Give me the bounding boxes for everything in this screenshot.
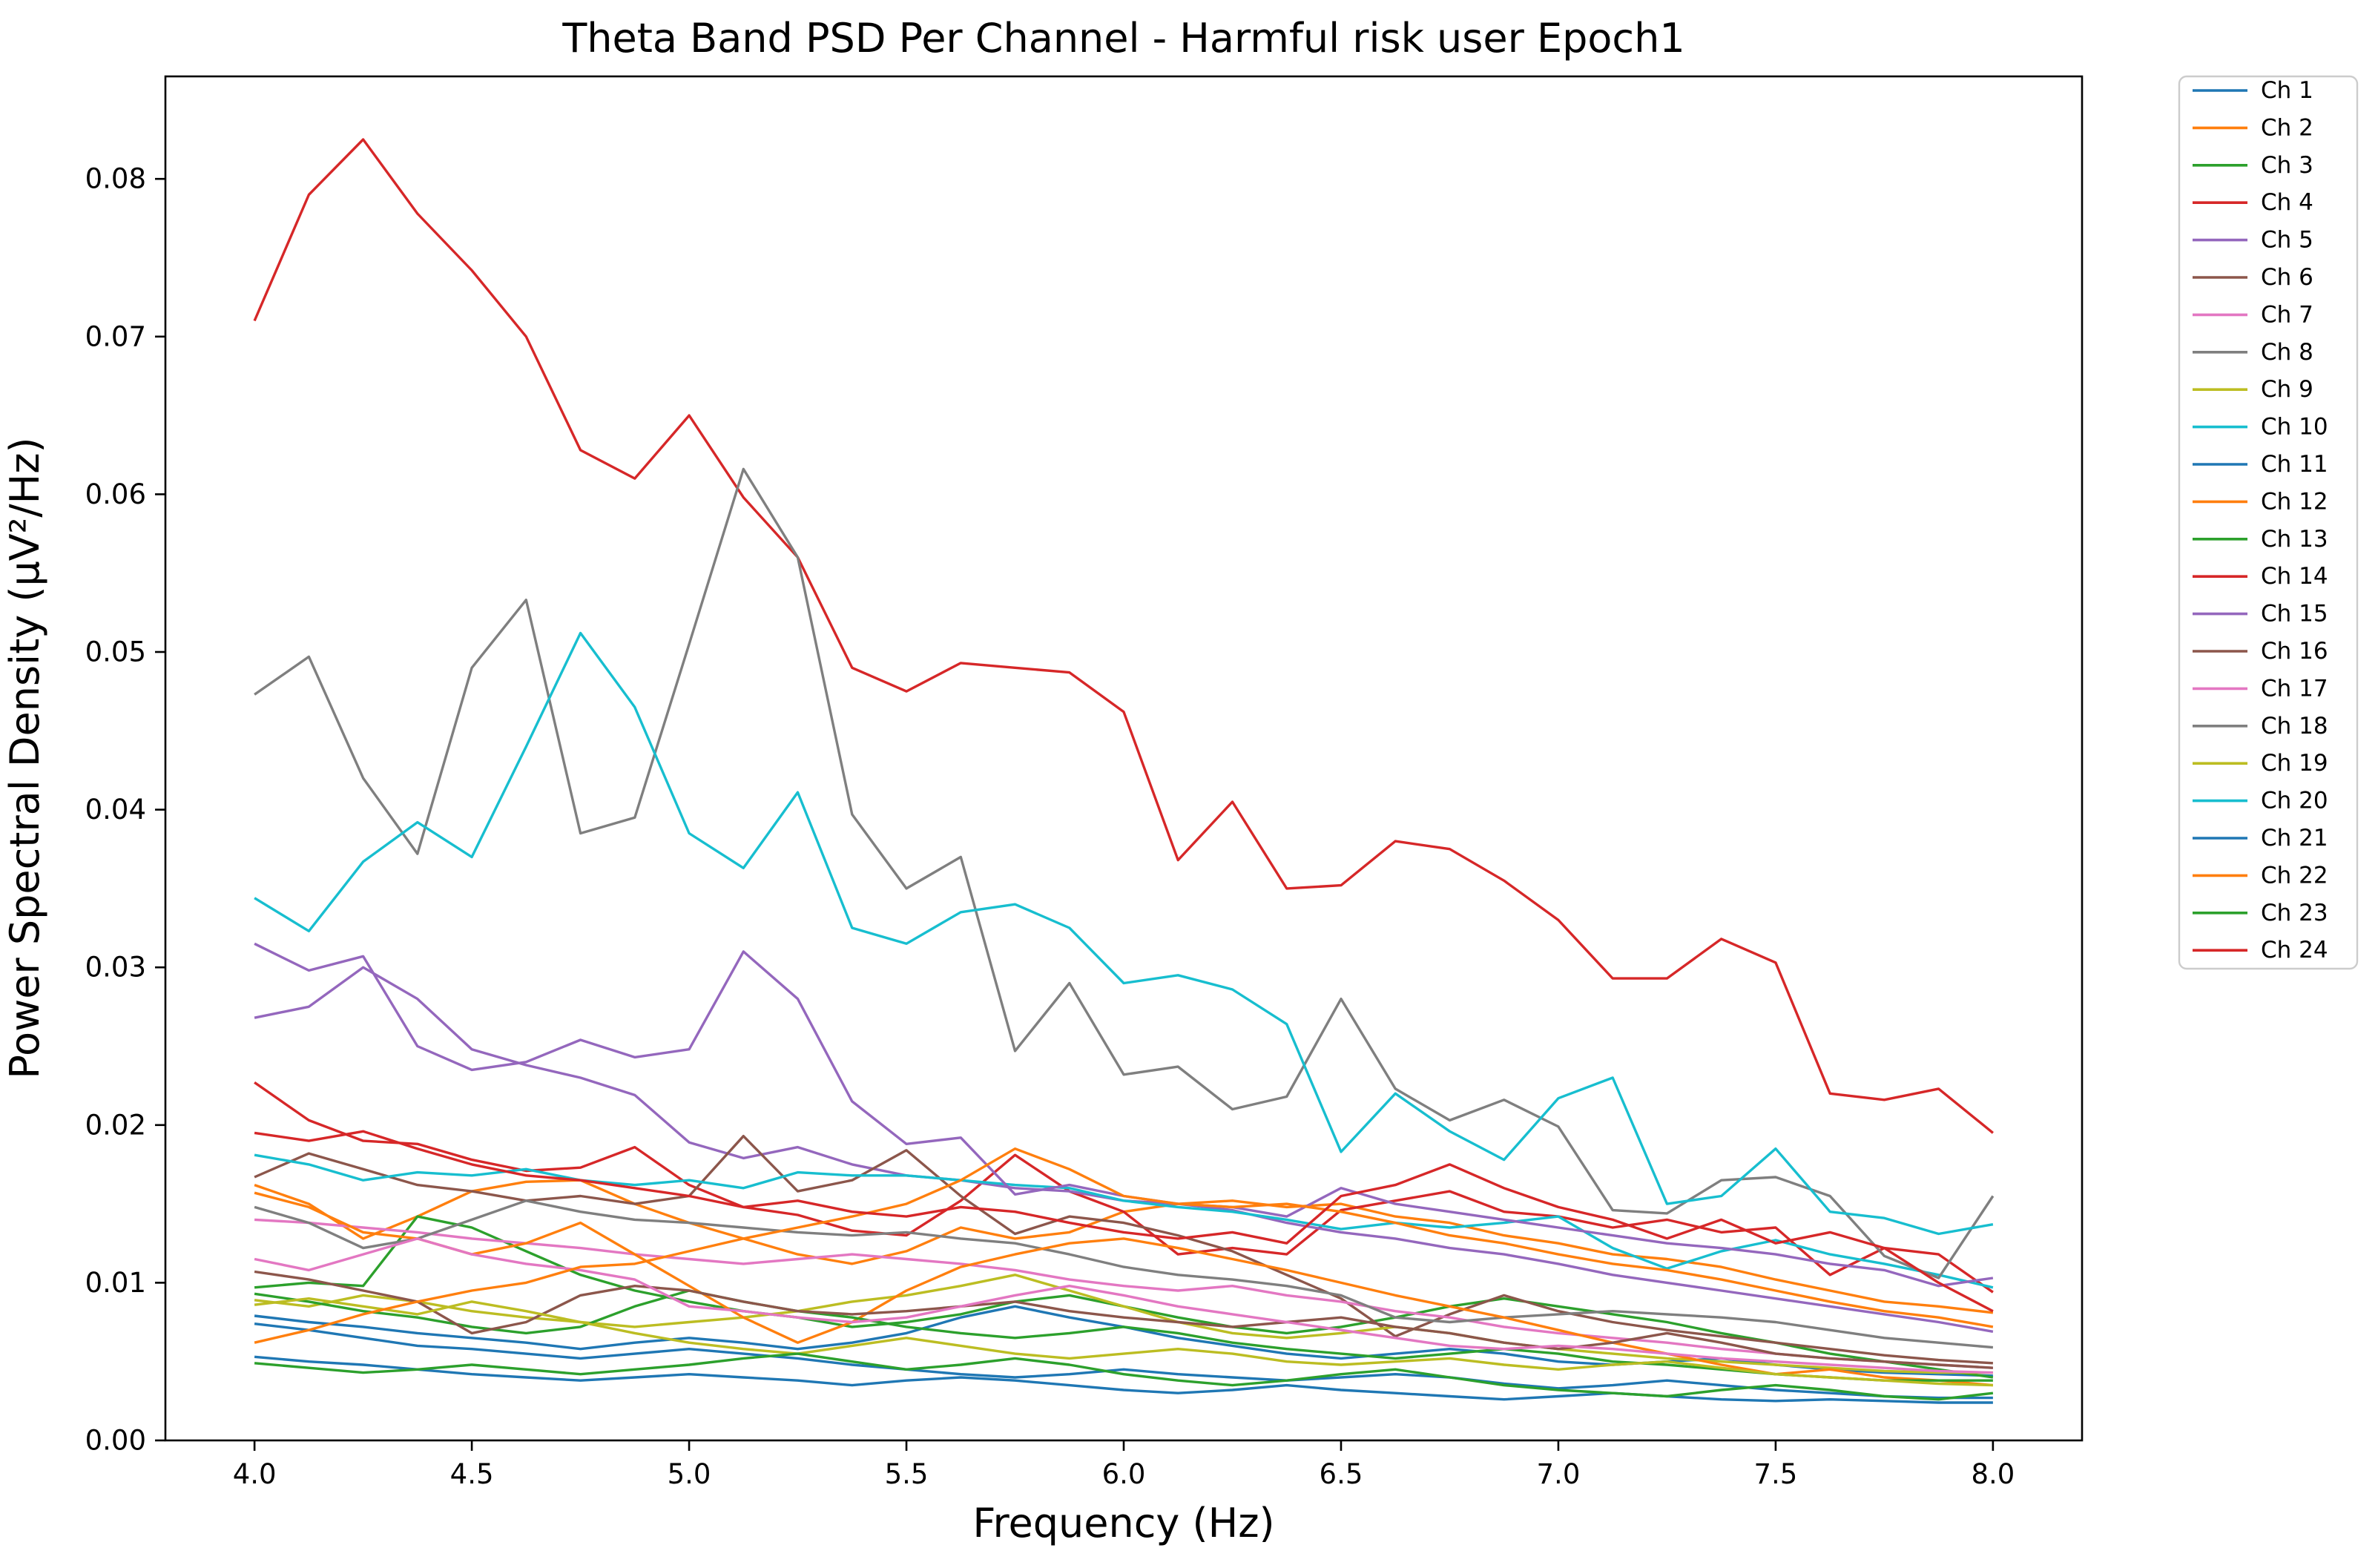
legend-item-ch-10: Ch 10 — [2193, 414, 2328, 441]
legend-item-label: Ch 5 — [2261, 227, 2313, 254]
legend-item-ch-22: Ch 22 — [2193, 862, 2328, 889]
legend-item-ch-20: Ch 20 — [2193, 788, 2328, 814]
chart-title: Theta Band PSD Per Channel - Harmful ris… — [561, 15, 1684, 62]
legend-frame — [2178, 75, 2359, 970]
legend-item-label: Ch 15 — [2261, 601, 2328, 627]
legend-item-ch-24: Ch 24 — [2193, 937, 2328, 963]
legend: Ch 1 Ch 2 Ch 3 Ch 4 Ch 5 Ch 6 Ch 7 Ch 8 Ch 9 Ch 1… — [2178, 75, 2359, 970]
y-tick-label: 0.03 — [85, 952, 146, 984]
series-line-ch-17 — [254, 1237, 1993, 1374]
y-axis-label: Power Spectral Density (µV²/Hz) — [1, 437, 48, 1078]
x-axis-label: Frequency (Hz) — [972, 1500, 1274, 1546]
x-tick-label: 7.5 — [1753, 1458, 1797, 1490]
series-line-ch-11 — [254, 1322, 1993, 1400]
legend-item-label: Ch 24 — [2261, 937, 2328, 963]
legend-item-ch-4: Ch 4 — [2193, 189, 2313, 216]
legend-item-ch-21: Ch 21 — [2193, 825, 2328, 851]
y-tick-label: 0.00 — [85, 1425, 146, 1457]
legend-item-label: Ch 22 — [2261, 862, 2328, 889]
y-tick-label: 0.04 — [85, 794, 146, 826]
series-line-ch-13 — [254, 1289, 1993, 1382]
x-tick-label: 5.5 — [885, 1458, 929, 1490]
legend-item-ch-17: Ch 17 — [2193, 675, 2328, 702]
legend-item-ch-9: Ch 9 — [2193, 376, 2313, 403]
x-axis-ticks: 4.0 4.5 5.0 5.5 6.0 6.5 7.0 7.5 8.0 — [233, 1440, 2015, 1490]
legend-item-label: Ch 4 — [2261, 189, 2313, 216]
legend-item-label: Ch 19 — [2261, 750, 2328, 777]
legend-item-ch-13: Ch 13 — [2193, 526, 2328, 553]
y-tick-label: 0.05 — [85, 636, 146, 668]
legend-item-ch-7: Ch 7 — [2193, 301, 2313, 328]
x-tick-label: 4.0 — [233, 1458, 277, 1490]
legend-item-ch-6: Ch 6 — [2193, 264, 2313, 291]
legend-item-ch-3: Ch 3 — [2193, 152, 2313, 179]
legend-item-label: Ch 21 — [2261, 825, 2328, 851]
y-tick-label: 0.02 — [85, 1109, 146, 1141]
series-line-ch-4 — [254, 1081, 1994, 1294]
x-tick-label: 7.0 — [1537, 1458, 1581, 1490]
x-tick-label: 4.5 — [450, 1458, 494, 1490]
series-line-ch-8 — [254, 1199, 1994, 1349]
legend-item-ch-2: Ch 2 — [2193, 114, 2313, 141]
legend-item-label: Ch 12 — [2261, 488, 2328, 515]
series-line-ch-20 — [254, 631, 1994, 1236]
x-tick-label: 6.0 — [1102, 1458, 1146, 1490]
legend-item-ch-16: Ch 16 — [2193, 638, 2328, 665]
legend-item-label: Ch 10 — [2261, 414, 2328, 441]
x-tick-label: 8.0 — [1971, 1458, 2015, 1490]
legend-item-ch-19: Ch 19 — [2193, 750, 2328, 777]
legend-item-label: Ch 9 — [2261, 376, 2313, 403]
legend-item-label: Ch 6 — [2261, 264, 2313, 291]
legend-item-label: Ch 13 — [2261, 526, 2328, 553]
legend-items: Ch 1 Ch 2 Ch 3 Ch 4 Ch 5 Ch 6 Ch 7 Ch 8 Ch 9 Ch 1… — [2193, 77, 2328, 963]
series-line-ch-7 — [254, 1218, 1993, 1369]
legend-item-label: Ch 8 — [2261, 339, 2313, 366]
legend-item-label: Ch 18 — [2261, 713, 2328, 739]
legend-item-ch-11: Ch 11 — [2193, 451, 2328, 478]
series-line-ch-21 — [254, 1355, 1993, 1404]
legend-item-label: Ch 20 — [2261, 788, 2328, 814]
series-line-ch-10 — [254, 1153, 1994, 1289]
legend-item-ch-15: Ch 15 — [2193, 601, 2328, 627]
legend-item-ch-12: Ch 12 — [2193, 488, 2328, 515]
legend-item-label: Ch 17 — [2261, 675, 2328, 702]
legend-item-ch-8: Ch 8 — [2193, 339, 2313, 366]
series-line-ch-22 — [254, 1147, 1994, 1344]
series-line-ch-19 — [254, 1297, 1993, 1387]
legend-item-label: Ch 11 — [2261, 451, 2328, 478]
legend-item-ch-1: Ch 1 — [2193, 77, 2313, 104]
series-line-ch-16 — [254, 1270, 1993, 1369]
y-tick-label: 0.01 — [85, 1267, 146, 1299]
y-tick-label: 0.07 — [85, 320, 146, 352]
legend-item-label: Ch 2 — [2261, 114, 2313, 141]
series-line-ch-23 — [254, 1352, 1994, 1401]
y-tick-label: 0.08 — [85, 163, 146, 195]
legend-item-ch-18: Ch 18 — [2193, 713, 2328, 739]
series-line-ch-6 — [254, 1134, 1993, 1365]
y-tick-label: 0.06 — [85, 478, 146, 510]
legend-item-ch-23: Ch 23 — [2193, 900, 2328, 926]
legend-item-ch-14: Ch 14 — [2193, 563, 2328, 590]
legend-item-label: Ch 1 — [2261, 77, 2313, 104]
legend-item-label: Ch 3 — [2261, 152, 2313, 179]
legend-item-label: Ch 7 — [2261, 301, 2313, 328]
series-lines — [253, 138, 1995, 1404]
x-tick-label: 6.5 — [1320, 1458, 1363, 1490]
series-line-ch-14 — [253, 138, 1994, 1134]
series-line-ch-24 — [254, 1130, 1994, 1313]
legend-item-ch-5: Ch 5 — [2193, 227, 2313, 254]
x-tick-label: 5.0 — [668, 1458, 711, 1490]
legend-item-label: Ch 16 — [2261, 638, 2328, 665]
legend-item-label: Ch 23 — [2261, 900, 2328, 926]
legend-item-label: Ch 14 — [2261, 563, 2328, 590]
series-line-ch-12 — [254, 1191, 1994, 1387]
series-line-ch-18 — [254, 467, 1995, 1279]
y-axis-ticks: 0.00 0.01 0.02 0.03 0.04 0.05 0.06 0.07 0.08 — [85, 163, 165, 1457]
